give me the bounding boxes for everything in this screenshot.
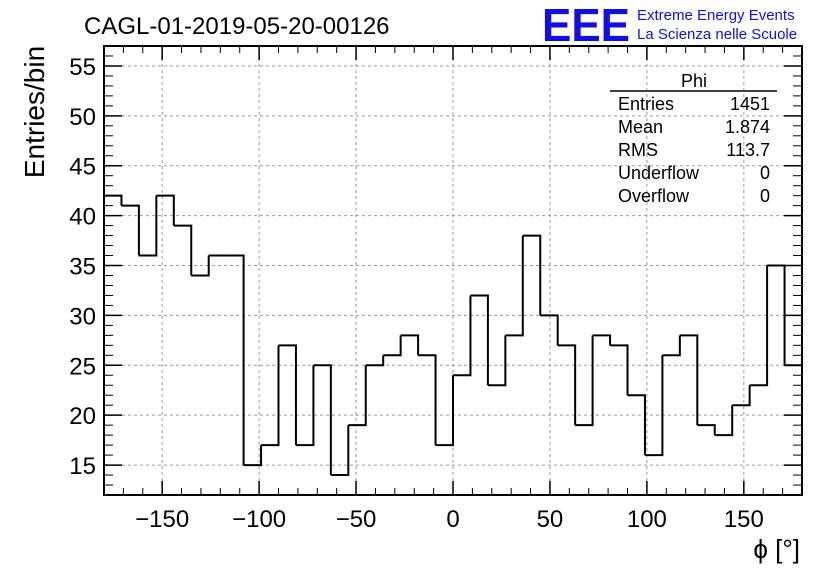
histogram-bin [679,334,699,426]
histogram-bin [470,294,489,386]
histogram-bin [714,405,734,437]
y-tick-label: 25 [69,353,96,380]
histogram-bin [156,194,175,226]
histogram-bin [505,235,524,337]
histogram-series [104,194,802,477]
histogram-bin [104,194,123,206]
stats-label-overflow: Overflow [618,186,690,206]
stats-value-overflow: 0 [760,186,770,206]
histogram-bin [557,344,577,426]
x-tick-label: 0 [446,506,459,533]
histogram-bin [522,234,542,316]
eee-logo-line2: La Scienza nelle Scuole [637,26,797,43]
stats-box-name: Phi [681,71,707,91]
histogram-bin [418,354,437,446]
histogram-bin [138,195,158,257]
histogram-bin [627,394,646,456]
histogram-bin [226,254,245,466]
stats-value-mean: 1.874 [725,117,770,137]
y-tick-label: 30 [69,303,96,330]
histogram-bin [487,335,507,387]
x-tick-label: 100 [627,506,667,533]
stats-label-entries: Entries [618,94,674,114]
histogram-bin [313,364,332,476]
x-axis-label: ϕ [°] [753,534,800,564]
histogram-bin [365,355,385,367]
histogram-bin [540,314,559,346]
histogram-bin [662,335,681,357]
y-tick-label: 50 [69,104,96,131]
histogram-bin [330,425,350,477]
histogram-bin [278,344,297,446]
histogram-bin [191,255,210,277]
histogram-bin [121,204,140,256]
grid-lines [104,46,802,495]
y-axis-label: Entries/bin [19,46,50,178]
y-axis-ticks: 15 20 25 30 35 40 45 50 55 [69,54,802,486]
x-tick-label: 150 [724,506,764,533]
y-tick-label: 20 [69,403,96,430]
histogram-bin [295,365,315,447]
x-tick-label: −50 [336,506,377,533]
histogram-bin [592,334,612,346]
histogram-bin [243,445,263,467]
histogram-bin [732,385,751,407]
stats-value-entries: 1451 [730,94,770,114]
eee-logo: EEE Extreme Energy Events La Scienza nel… [542,0,797,51]
y-tick-label: 35 [69,254,96,281]
histogram-bin [749,265,769,387]
y-tick-label: 15 [69,453,96,480]
x-axis-ticks: −150 −100 −50 0 50 100 150 [103,46,803,533]
x-tick-label: −150 [135,506,189,533]
stats-box: Phi Entries 1451 Mean 1.874 RMS 113.7 Un… [610,71,777,206]
stats-value-rms: 113.7 [726,140,770,160]
y-tick-label: 40 [69,204,96,231]
x-tick-label: −100 [232,506,286,533]
stats-value-underflow: 0 [760,163,770,183]
histogram-bin [383,335,402,357]
histogram-bin [575,335,594,427]
histogram-bin [173,224,193,276]
stats-label-underflow: Underflow [618,163,700,183]
stats-label-mean: Mean [618,117,663,137]
eee-logo-mark: EEE [542,0,630,51]
histogram-bin [261,345,280,447]
histogram-bin [435,375,454,447]
histogram-bin [767,264,786,366]
histogram-bin [644,355,664,457]
eee-logo-line1: Extreme Energy Events [637,7,795,24]
histogram-bin [400,334,420,356]
y-tick-label: 45 [69,154,96,181]
histogram-bin [697,424,716,436]
histogram-bin [453,295,472,377]
y-tick-label: 55 [69,54,96,81]
histogram-bin [348,365,367,427]
histogram-bin [610,344,629,396]
x-tick-label: 50 [537,506,564,533]
chart-title: CAGL-01-2019-05-20-00126 [84,13,390,40]
stats-label-rms: RMS [618,140,658,160]
